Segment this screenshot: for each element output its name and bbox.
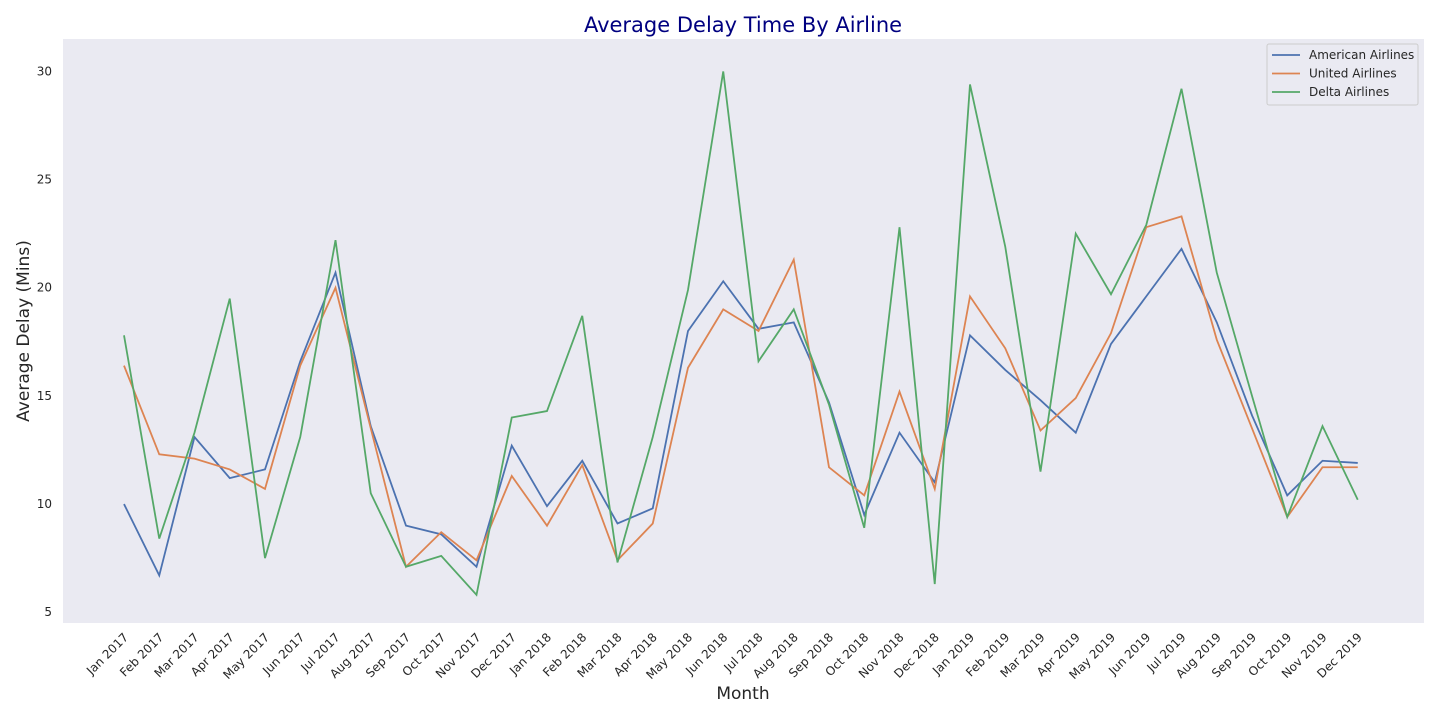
legend-label: American Airlines xyxy=(1309,48,1414,62)
y-tick-label: 10 xyxy=(37,497,52,511)
series-line-delta-airlines xyxy=(123,71,1359,597)
legend-label: Delta Airlines xyxy=(1309,85,1389,99)
legend-box xyxy=(1266,43,1419,106)
y-axis-label: Average Delay (Mins) xyxy=(14,240,34,422)
y-tick-label: 15 xyxy=(37,389,52,403)
y-tick-label: 5 xyxy=(44,605,52,619)
y-tick-label: 20 xyxy=(37,281,52,295)
y-axis: 5 10 15 20 25 30 xyxy=(37,64,52,619)
y-tick-label: 30 xyxy=(37,64,52,78)
series-line-american-airlines xyxy=(123,247,1358,578)
chart-title: Average Delay Time By Airline xyxy=(584,13,902,37)
plot-area xyxy=(63,39,1424,623)
series-line-united-airlines xyxy=(123,215,1358,569)
legend-label: United Airlines xyxy=(1309,67,1397,81)
legend: American Airlines United Airlines Delta Ai… xyxy=(1266,43,1419,106)
x-axis-label: Month xyxy=(716,684,769,704)
series-lines xyxy=(123,71,1359,597)
y-tick-label: 25 xyxy=(37,173,52,187)
